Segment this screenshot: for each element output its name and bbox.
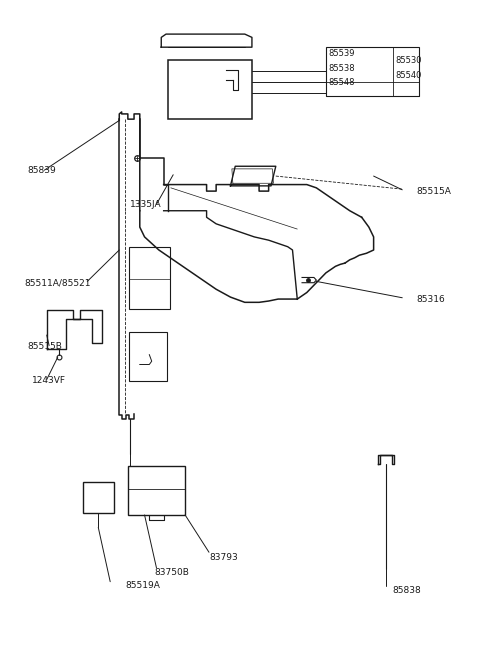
Text: 1335JA: 1335JA xyxy=(130,200,162,209)
Text: 85838: 85838 xyxy=(393,585,421,595)
Text: 85316: 85316 xyxy=(417,294,445,304)
Text: 83750B: 83750B xyxy=(154,568,189,577)
Text: 85540: 85540 xyxy=(395,71,421,79)
Text: 85539: 85539 xyxy=(328,49,355,58)
Text: 85538: 85538 xyxy=(328,64,355,73)
Text: 85519A: 85519A xyxy=(125,581,160,590)
Text: 85515B: 85515B xyxy=(28,342,62,351)
Text: 85839: 85839 xyxy=(28,166,56,175)
Text: 85511A/85521: 85511A/85521 xyxy=(24,278,91,287)
Text: 83793: 83793 xyxy=(209,553,238,562)
Bar xyxy=(326,47,419,96)
Text: 1243VF: 1243VF xyxy=(33,376,66,386)
Bar xyxy=(128,466,185,515)
Text: 85515A: 85515A xyxy=(417,187,452,196)
Bar xyxy=(83,482,114,513)
Polygon shape xyxy=(230,166,276,186)
Bar xyxy=(129,247,170,309)
Text: 85530: 85530 xyxy=(395,57,421,66)
Bar xyxy=(129,332,168,381)
Text: 85548: 85548 xyxy=(328,78,355,87)
Bar xyxy=(168,60,252,119)
